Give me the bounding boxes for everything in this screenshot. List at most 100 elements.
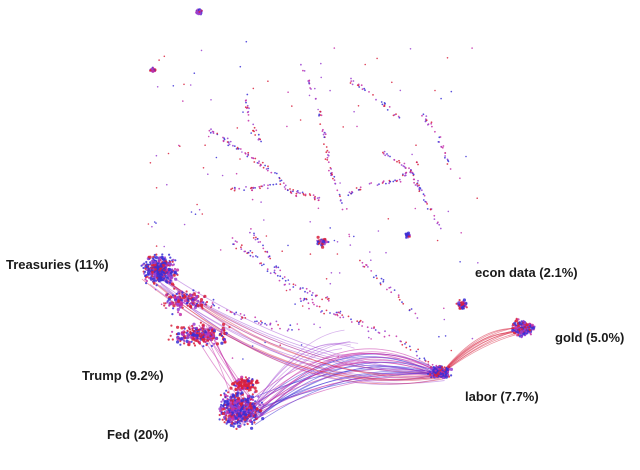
node-dot (392, 180, 395, 183)
node-dot (520, 330, 524, 334)
node-dot (261, 321, 263, 324)
node-dot (322, 240, 326, 244)
node-dot (211, 328, 214, 331)
node-dot (332, 177, 334, 180)
node-dot (267, 256, 270, 258)
node-dot (254, 320, 256, 323)
node-dot (252, 186, 255, 189)
node-dot (167, 293, 169, 295)
node-dot (359, 188, 362, 191)
node-dot (382, 280, 385, 283)
node-dot (446, 370, 450, 373)
node-dot (416, 185, 419, 188)
node-dot (328, 169, 330, 172)
node-dot (408, 167, 410, 170)
node-dot (254, 400, 257, 403)
node-dot (274, 272, 277, 275)
node-dot (279, 180, 281, 182)
node-dot (157, 277, 160, 280)
node-dot (254, 316, 257, 319)
node-dot (243, 189, 246, 192)
node-dot (169, 334, 172, 337)
edge-line (230, 352, 439, 419)
node-dot (273, 269, 276, 272)
node-dot (267, 184, 269, 187)
node-dot (245, 398, 249, 402)
node-dot (142, 266, 145, 270)
node-dot (305, 297, 308, 300)
node-dot (426, 203, 428, 205)
node-dot (370, 327, 373, 330)
node-dot (229, 386, 233, 390)
node-dot (439, 227, 442, 230)
node-dot (326, 296, 329, 298)
node-dot (189, 293, 193, 297)
node-dot (305, 287, 308, 290)
node-dot (215, 337, 218, 340)
node-dot (347, 315, 350, 318)
node-dot (520, 335, 523, 338)
node-dot (276, 274, 279, 277)
node-dot (230, 407, 235, 411)
node-dot (261, 417, 265, 421)
node-dot (403, 165, 406, 168)
node-dot (368, 91, 370, 93)
node-dot (241, 406, 244, 409)
node-dot (284, 279, 287, 282)
node-dot (190, 340, 193, 343)
edge-line (160, 269, 441, 373)
node-dot (156, 262, 159, 265)
node-dot (323, 312, 325, 315)
node-dot (151, 225, 153, 228)
node-dot (401, 301, 403, 303)
node-dot (388, 334, 391, 337)
node-dot (260, 262, 262, 264)
node-dot (427, 123, 429, 126)
node-dot (292, 283, 295, 286)
node-dot (286, 125, 288, 128)
node-dot (471, 47, 473, 49)
node-dot (525, 330, 528, 333)
node-dot (388, 287, 391, 289)
node-dot (173, 270, 177, 274)
node-dot (440, 97, 442, 100)
node-dot (242, 379, 245, 382)
node-dot (233, 397, 236, 400)
node-dot (316, 197, 319, 200)
node-dot (162, 269, 165, 272)
node-dot (314, 295, 317, 298)
node-dot (163, 245, 165, 248)
node-dot (415, 161, 418, 164)
node-dot (171, 260, 174, 263)
node-dot (314, 195, 316, 198)
node-dot (438, 223, 441, 226)
node-dot (329, 312, 331, 314)
node-dot (235, 408, 238, 411)
node-dot (173, 283, 175, 286)
node-dot (388, 106, 391, 108)
node-dot (256, 238, 259, 240)
node-dot (209, 131, 212, 134)
node-dot (227, 142, 230, 144)
node-dot (194, 298, 197, 301)
node-dot (229, 421, 232, 424)
node-dot (183, 299, 187, 303)
node-dot (229, 399, 232, 402)
node-dot (319, 123, 322, 125)
node-dot (187, 340, 191, 344)
node-dot (179, 302, 183, 306)
node-dot (219, 410, 222, 413)
node-dot (404, 167, 407, 169)
node-dot (266, 251, 269, 254)
node-dot (356, 320, 359, 323)
node-dot (164, 302, 167, 305)
node-dot (313, 198, 316, 201)
node-dot (196, 304, 200, 308)
node-dot (233, 313, 236, 316)
node-dot (339, 182, 341, 184)
node-dot (287, 244, 289, 247)
node-dot (263, 184, 266, 186)
node-dot (300, 300, 302, 302)
node-dot (430, 122, 433, 125)
node-dot (185, 302, 188, 305)
